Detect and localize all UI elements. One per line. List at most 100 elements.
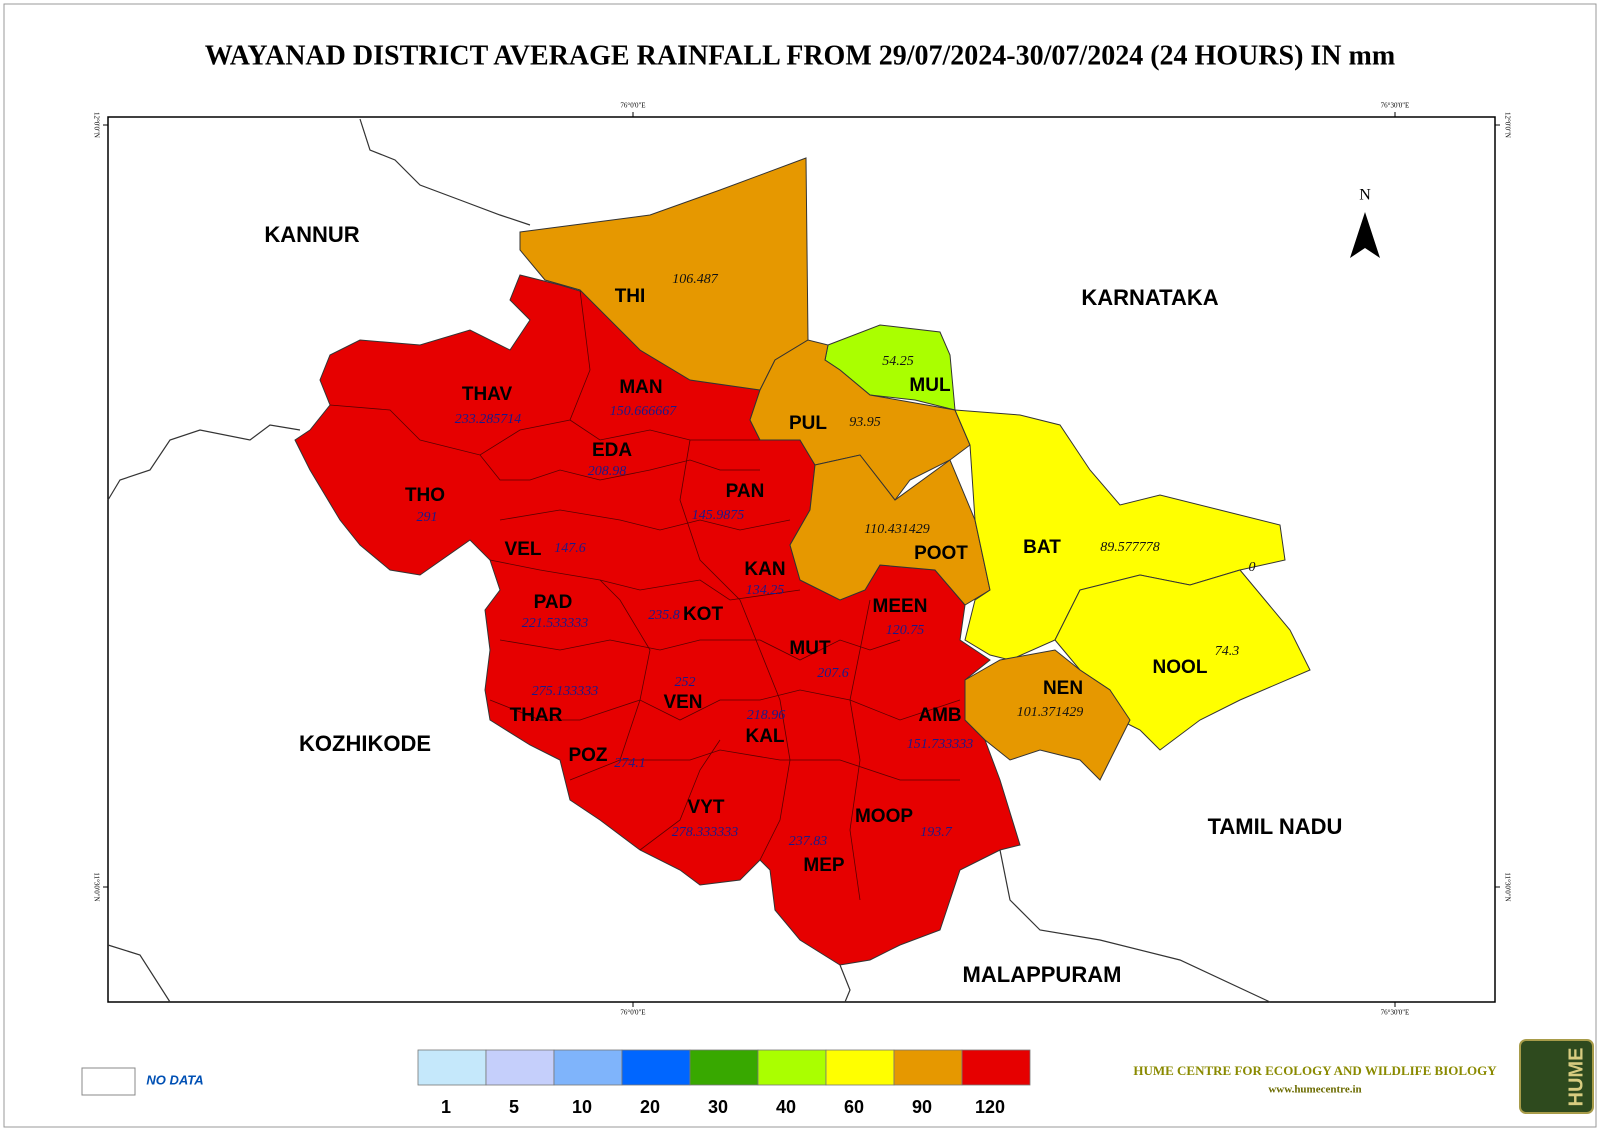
region-value: 150.666667	[610, 404, 678, 419]
region-label: MOOP	[855, 806, 913, 827]
region-value: 74.3	[1215, 644, 1240, 659]
region-value: 235.8	[648, 608, 680, 623]
region-label: VEL	[505, 539, 542, 560]
legend-label: 1	[441, 1097, 451, 1117]
region-shape	[964, 649, 1131, 781]
neighbor-label: KANNUR	[264, 222, 359, 247]
region-value: 218.96	[747, 708, 786, 723]
region-label: POOT	[914, 543, 968, 564]
region-value: 208.98	[588, 464, 627, 479]
border-line	[999, 849, 1271, 1003]
boundary	[479, 454, 760, 481]
legend-label: 5	[509, 1097, 519, 1117]
region-label: THI	[615, 286, 646, 307]
region-label: KAN	[744, 559, 785, 580]
legend-swatch	[893, 1049, 963, 1086]
credit-name: HUME CENTRE FOR ECOLOGY AND WILDLIFE BIO…	[1133, 1063, 1497, 1078]
region-shape	[519, 157, 809, 391]
region-value: 134.25	[746, 583, 785, 598]
region-label: BAT	[1023, 537, 1061, 558]
boundary	[499, 509, 791, 531]
region-value: 120.75	[886, 623, 925, 638]
boundary	[329, 289, 591, 456]
region-value: 291	[417, 510, 438, 525]
region-value: 252	[675, 675, 696, 690]
boundary	[569, 419, 760, 441]
map-title: WAYANAD DISTRICT AVERAGE RAINFALL FROM 2…	[205, 40, 1395, 71]
region-value: 106.487	[672, 272, 719, 287]
border-line	[359, 118, 531, 226]
legend-label: 30	[708, 1097, 728, 1117]
legend-swatch	[417, 1049, 487, 1086]
region-value: 89.577778	[1100, 540, 1160, 555]
region-value: 221.533333	[522, 616, 589, 631]
boundary	[499, 639, 901, 661]
neighbor-label: TAMIL NADU	[1208, 814, 1343, 839]
legend-label: 40	[776, 1097, 796, 1117]
neighbor-label: MALAPPURAM	[963, 962, 1122, 987]
graticule-label: 76°30'0"E	[1381, 102, 1410, 110]
region-label: MEP	[803, 855, 845, 876]
region-label: KAL	[745, 726, 784, 747]
north-arrow-shape	[1350, 212, 1380, 258]
region-label: MEEN	[873, 596, 928, 617]
north-label: N	[1359, 187, 1371, 204]
region-shape	[749, 339, 971, 501]
logo-box	[1519, 1039, 1594, 1114]
region-value: 274.1	[614, 756, 646, 771]
credit-url: www.humecentre.in	[1268, 1084, 1361, 1096]
graticule-label: 12°0'0"N	[92, 112, 100, 138]
region-label: EDA	[592, 440, 632, 461]
boundary	[569, 749, 960, 781]
graticule-label: 11°30'0"N	[1503, 872, 1511, 901]
graticule-label: 76°30'0"E	[1381, 1009, 1410, 1017]
boundary	[489, 689, 961, 721]
boundary	[489, 559, 801, 601]
region-value: 110.431429	[864, 522, 929, 537]
no-data-swatch	[81, 1067, 136, 1096]
region-label: VYT	[688, 797, 725, 818]
region-label: PAD	[534, 592, 573, 613]
region-value: 147.6	[554, 541, 586, 556]
legend-label: 20	[640, 1097, 660, 1117]
boundary	[639, 739, 721, 851]
map-frame	[107, 116, 1496, 1003]
legend-label: 60	[844, 1097, 864, 1117]
boundary	[599, 579, 651, 761]
region-value: 237.83	[789, 834, 828, 849]
border-line	[107, 944, 171, 1003]
legend-swatch	[553, 1049, 623, 1086]
region-label: AMB	[918, 705, 961, 726]
graticule-label: 12°0'0"N	[1503, 112, 1511, 138]
graticule-label: 76°0'0"E	[620, 102, 645, 110]
region-label: THO	[405, 485, 445, 506]
region-label: THAV	[462, 384, 513, 405]
region-value: 207.6	[817, 666, 849, 681]
legend-swatch	[621, 1049, 691, 1086]
region-label: PUL	[789, 413, 827, 434]
logo-text: HUME	[1565, 1048, 1587, 1107]
legend-label: 10	[572, 1097, 592, 1117]
boundary	[679, 439, 791, 861]
region-shape	[789, 454, 991, 606]
neighbor-label: KOZHIKODE	[299, 731, 431, 756]
neighbor-label: KARNATAKA	[1081, 285, 1218, 310]
region-label: PAN	[726, 481, 765, 502]
legend-label: 90	[912, 1097, 932, 1117]
graticule-label: 76°0'0"E	[620, 1009, 645, 1017]
border-line	[107, 424, 301, 501]
region-label: MUT	[789, 638, 831, 659]
region-label: POZ	[568, 745, 607, 766]
region-value: 101.371429	[1017, 705, 1084, 720]
neighbor-borders	[107, 118, 1271, 1003]
legend-swatch	[825, 1049, 895, 1086]
legend-label: 120	[975, 1097, 1005, 1117]
region-value: 193.7	[920, 825, 953, 840]
region-value: 233.285714	[455, 412, 522, 427]
legend-swatch	[485, 1049, 555, 1086]
no-data-label: NO DATA	[146, 1072, 203, 1087]
region-value: 151.733333	[907, 737, 974, 752]
legend-swatch	[689, 1049, 759, 1086]
region-label: THAR	[510, 705, 563, 726]
